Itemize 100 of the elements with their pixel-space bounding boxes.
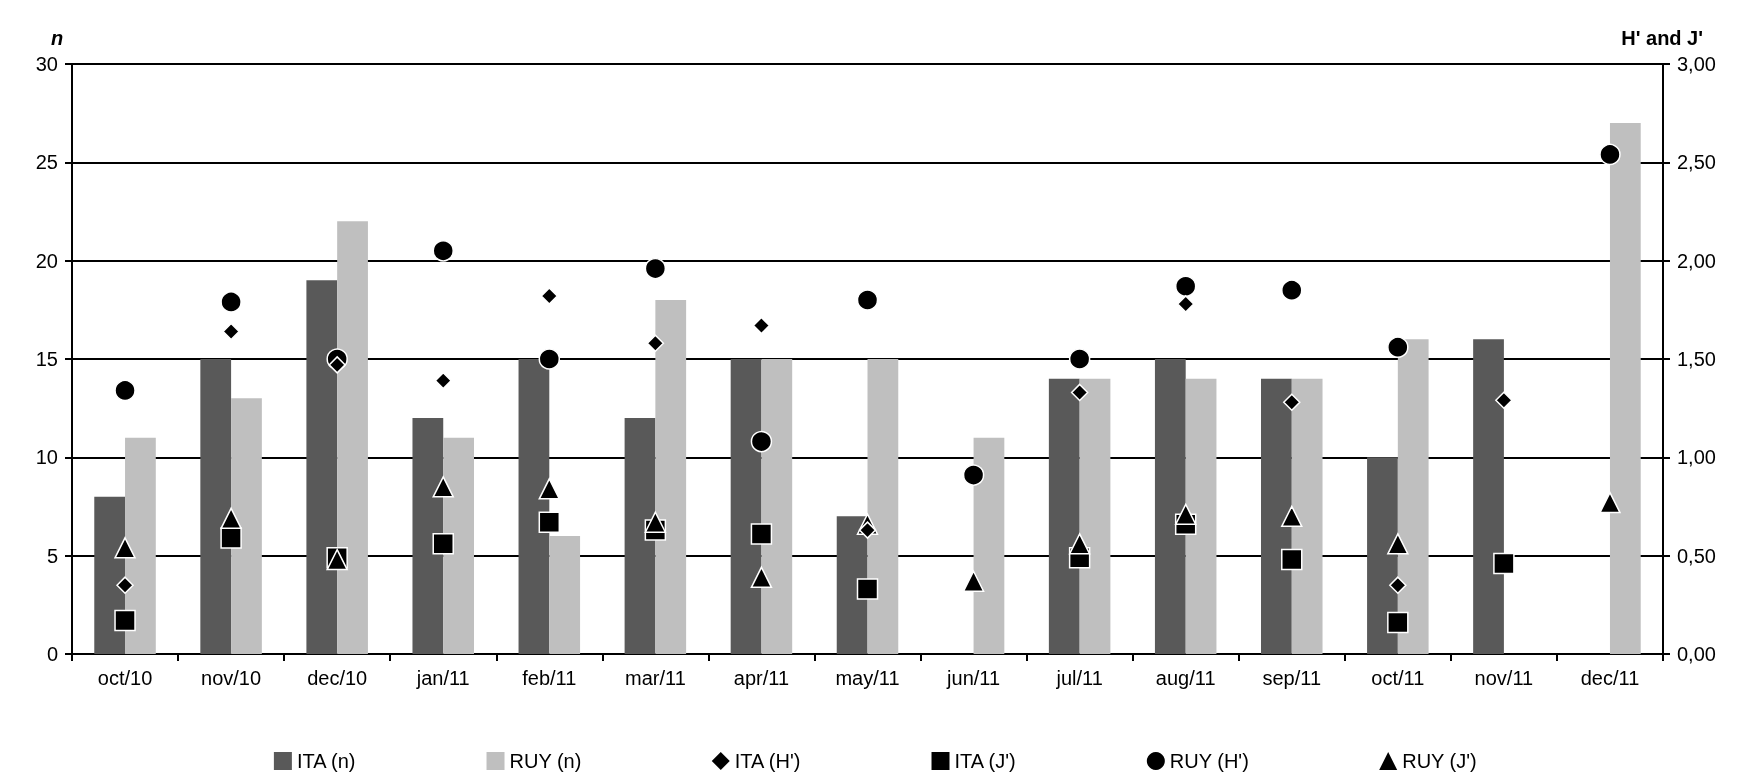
point bbox=[220, 507, 242, 530]
x-tick-label: jan/11 bbox=[415, 667, 470, 689]
point bbox=[750, 523, 773, 545]
x-tick-label: dec/11 bbox=[1580, 667, 1640, 689]
y2-tick-label: 1,50 bbox=[1677, 348, 1716, 370]
x-tick-label: may/11 bbox=[835, 667, 900, 689]
bar bbox=[1048, 378, 1080, 654]
bar bbox=[1291, 378, 1323, 654]
x-tick-label: feb/11 bbox=[522, 667, 577, 689]
point bbox=[432, 533, 454, 555]
y-tick-label: 0 bbox=[46, 643, 58, 665]
x-tick-label: aug/11 bbox=[1155, 667, 1216, 689]
legend-label: RUY (J') bbox=[1402, 750, 1477, 772]
bar bbox=[200, 359, 232, 654]
bar bbox=[867, 359, 899, 654]
point bbox=[1070, 383, 1089, 402]
x-tick-label: oct/11 bbox=[1371, 667, 1425, 689]
point bbox=[1599, 143, 1621, 166]
bar bbox=[1079, 378, 1111, 654]
point bbox=[538, 511, 561, 533]
bar bbox=[306, 280, 338, 654]
point bbox=[962, 570, 985, 592]
point bbox=[1281, 279, 1303, 301]
point bbox=[114, 379, 136, 402]
bar bbox=[836, 516, 868, 654]
y2-tick-label: 0,00 bbox=[1677, 643, 1716, 665]
point bbox=[644, 511, 667, 533]
legend-label: ITA (H') bbox=[734, 750, 801, 772]
y2-tick-label: 2,00 bbox=[1677, 249, 1716, 272]
bar bbox=[518, 359, 550, 654]
point bbox=[540, 287, 559, 305]
point bbox=[1068, 348, 1091, 370]
bar bbox=[412, 418, 444, 654]
point bbox=[1387, 336, 1409, 358]
x-tick-label: apr/11 bbox=[733, 667, 790, 689]
point bbox=[220, 291, 242, 313]
point bbox=[1174, 275, 1197, 297]
bar bbox=[655, 300, 687, 654]
y-tick-label: 10 bbox=[35, 446, 58, 469]
point bbox=[328, 356, 346, 374]
bar bbox=[125, 437, 156, 654]
point bbox=[750, 430, 773, 453]
bar bbox=[443, 437, 474, 654]
y-tick-label: 25 bbox=[35, 151, 58, 174]
y-tick-label: 5 bbox=[46, 544, 58, 567]
point bbox=[538, 478, 561, 500]
point bbox=[1493, 552, 1515, 575]
x-tick-label: dec/10 bbox=[307, 667, 368, 689]
point bbox=[856, 289, 879, 311]
point bbox=[1174, 503, 1197, 526]
point bbox=[114, 537, 136, 559]
point bbox=[1281, 505, 1303, 528]
bar bbox=[730, 359, 762, 654]
y2-tick-label: 0,50 bbox=[1677, 544, 1716, 567]
bar bbox=[231, 398, 262, 654]
point bbox=[114, 609, 136, 632]
x-tick-label: mar/11 bbox=[624, 667, 686, 689]
legend-label: RUY (n) bbox=[509, 750, 582, 772]
point bbox=[116, 576, 134, 594]
y-axis-title: n bbox=[50, 27, 64, 49]
point bbox=[220, 527, 242, 549]
bar bbox=[1609, 123, 1641, 654]
point bbox=[1283, 393, 1301, 412]
legend-label: ITA (n) bbox=[296, 750, 356, 772]
point bbox=[1387, 533, 1409, 555]
y-tick-label: 15 bbox=[35, 348, 58, 370]
bar bbox=[94, 496, 126, 654]
x-tick-label: nov/10 bbox=[201, 667, 262, 689]
x-tick-label: jun/11 bbox=[946, 667, 1001, 689]
bar bbox=[549, 536, 581, 654]
bar bbox=[1154, 359, 1186, 654]
bar bbox=[973, 437, 1005, 654]
bar bbox=[1261, 378, 1292, 654]
bar bbox=[1473, 339, 1504, 654]
bar bbox=[624, 418, 656, 654]
point bbox=[858, 521, 877, 539]
y2-axis-title: H' and J' bbox=[1621, 27, 1703, 49]
legend-label: ITA (J') bbox=[954, 750, 1016, 772]
point bbox=[432, 476, 454, 498]
point bbox=[1068, 533, 1091, 555]
point bbox=[1389, 576, 1407, 594]
y-tick-label: 30 bbox=[35, 53, 58, 75]
y-tick-label: 20 bbox=[35, 249, 58, 272]
bar bbox=[1397, 339, 1429, 654]
point bbox=[1281, 548, 1303, 571]
y2-tick-label: 1,00 bbox=[1677, 446, 1716, 469]
bar bbox=[337, 221, 368, 654]
point bbox=[752, 316, 771, 335]
bar bbox=[1367, 457, 1398, 654]
y2-tick-label: 2,50 bbox=[1677, 151, 1716, 174]
point bbox=[750, 566, 773, 589]
point bbox=[1387, 611, 1409, 634]
point bbox=[222, 322, 240, 341]
point bbox=[962, 464, 985, 486]
x-tick-label: nov/11 bbox=[1474, 667, 1534, 689]
point bbox=[432, 240, 454, 262]
bar bbox=[1185, 378, 1217, 654]
bar bbox=[761, 359, 793, 654]
point bbox=[1599, 491, 1621, 514]
point bbox=[538, 348, 561, 370]
